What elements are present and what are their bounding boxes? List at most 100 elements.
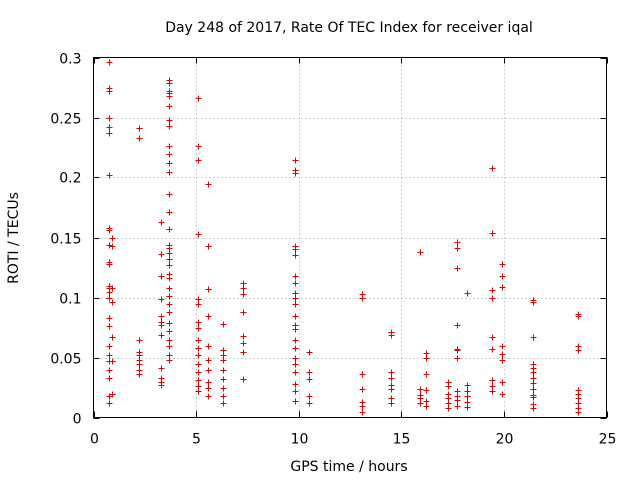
data-point	[530, 380, 537, 387]
y-tick-label: 0	[73, 412, 82, 428]
data-point	[106, 261, 113, 268]
data-point	[388, 375, 395, 382]
data-point	[388, 332, 395, 339]
data-point	[166, 151, 173, 158]
data-point	[166, 226, 173, 233]
data-point	[292, 381, 299, 388]
data-point	[454, 239, 461, 246]
data-point	[306, 400, 313, 407]
x-tick-label: 25	[599, 432, 617, 448]
data-point	[454, 403, 461, 410]
data-point	[530, 334, 537, 341]
y-tick-label: 0.1	[59, 292, 81, 308]
x-tick-label: 15	[393, 432, 411, 448]
data-point	[109, 285, 116, 292]
data-point	[423, 387, 430, 394]
data-point	[464, 404, 471, 411]
data-point	[166, 256, 173, 263]
data-point	[575, 347, 582, 354]
data-point	[205, 343, 212, 350]
data-point	[220, 367, 227, 374]
data-point	[109, 391, 116, 398]
data-point	[166, 117, 173, 124]
data-point	[499, 273, 506, 280]
data-point	[109, 358, 116, 365]
data-point	[166, 250, 173, 257]
data-point	[158, 322, 165, 329]
data-point	[195, 388, 202, 395]
data-point	[195, 325, 202, 332]
data-point	[166, 80, 173, 87]
data-point	[136, 361, 143, 368]
data-point	[359, 386, 366, 393]
data-point	[454, 245, 461, 252]
data-point	[499, 391, 506, 398]
data-point	[499, 357, 506, 364]
data-point	[106, 400, 113, 407]
data-point	[359, 403, 366, 410]
data-point	[166, 275, 173, 282]
data-point	[106, 289, 113, 296]
data-point	[205, 286, 212, 293]
data-point	[109, 235, 116, 242]
data-point	[195, 369, 202, 376]
data-point	[106, 172, 113, 179]
data-point	[195, 377, 202, 384]
data-point	[417, 249, 424, 256]
x-tick-label: 10	[291, 432, 309, 448]
data-point	[240, 349, 247, 356]
data-point	[166, 143, 173, 150]
data-point	[499, 351, 506, 358]
data-point	[388, 400, 395, 407]
data-point	[306, 349, 313, 356]
data-point	[445, 405, 452, 412]
data-point	[106, 315, 113, 322]
data-point	[195, 337, 202, 344]
data-point	[220, 357, 227, 364]
data-point	[530, 405, 537, 412]
data-point	[106, 115, 113, 122]
data-point	[489, 230, 496, 237]
data-point	[205, 367, 212, 374]
x-tick-labels: 0 5 10 15 20 25	[90, 432, 616, 448]
data-point	[417, 400, 424, 407]
data-point	[166, 285, 173, 292]
data-point	[166, 93, 173, 100]
data-point	[489, 377, 496, 384]
y-tick-label: 0.15	[50, 232, 81, 248]
data-point	[417, 386, 424, 393]
data-point	[166, 343, 173, 350]
data-point	[454, 322, 461, 329]
data-point	[195, 231, 202, 238]
data-point	[423, 371, 430, 378]
data-point	[306, 376, 313, 383]
data-point	[240, 285, 247, 292]
data-point	[454, 347, 461, 354]
x-tick-label: 5	[192, 432, 201, 448]
data-point	[106, 352, 113, 359]
data-point	[166, 103, 173, 110]
data-point	[454, 265, 461, 272]
data-point	[205, 385, 212, 392]
data-point	[158, 296, 165, 303]
data-point	[575, 313, 582, 320]
data-point	[220, 376, 227, 383]
data-point	[464, 290, 471, 297]
data-point	[292, 280, 299, 287]
data-point	[423, 355, 430, 362]
data-point	[530, 386, 537, 393]
data-point	[388, 369, 395, 376]
data-point	[220, 400, 227, 407]
data-point	[166, 301, 173, 308]
y-axis-label: ROTI / TECUs	[6, 192, 22, 284]
data-point	[306, 369, 313, 376]
data-point	[454, 397, 461, 404]
data-point	[106, 124, 113, 131]
data-point	[195, 95, 202, 102]
data-point	[489, 334, 496, 341]
data-point	[530, 369, 537, 376]
data-point	[195, 319, 202, 326]
data-point	[106, 227, 113, 234]
data-point	[195, 345, 202, 352]
